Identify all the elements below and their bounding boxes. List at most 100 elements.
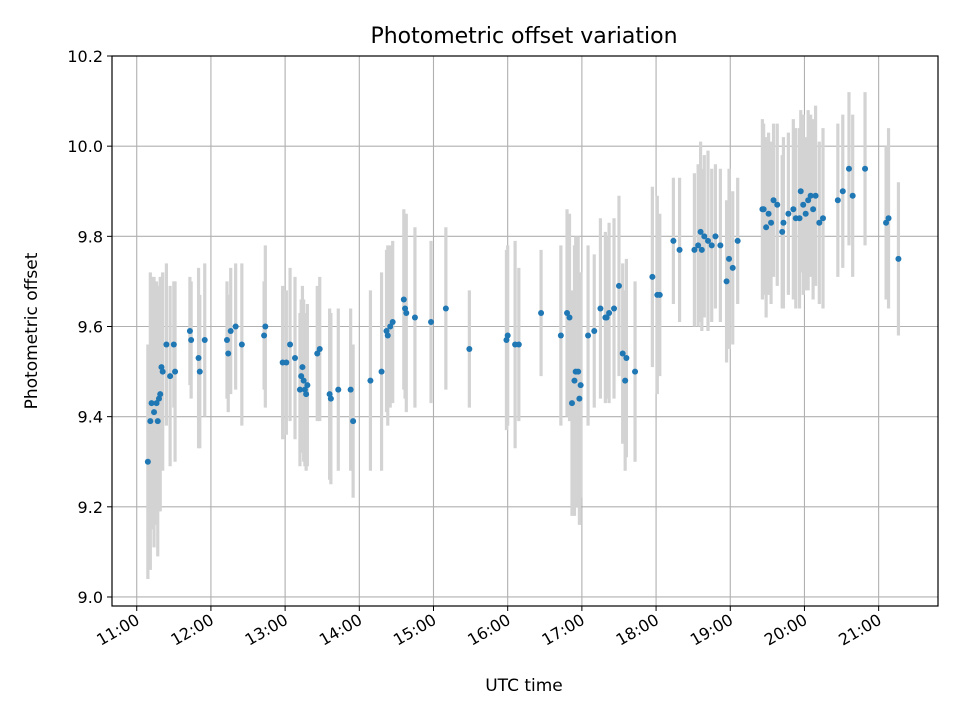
data-point — [575, 368, 582, 375]
data-point — [170, 341, 177, 348]
y-tick-label: 9.0 — [78, 588, 103, 607]
data-point — [238, 341, 245, 348]
data-point — [538, 309, 545, 316]
data-point — [223, 337, 230, 344]
data-point — [201, 337, 208, 344]
data-point — [367, 377, 374, 384]
y-tick-label: 9.2 — [78, 498, 103, 517]
x-tick-label: 12:00 — [167, 610, 216, 650]
data-point — [796, 215, 803, 222]
data-point — [144, 458, 151, 465]
data-point — [800, 201, 807, 208]
data-point — [622, 377, 629, 384]
data-point — [765, 210, 772, 217]
data-point — [717, 242, 724, 249]
data-point — [153, 400, 160, 407]
data-point — [157, 391, 164, 398]
data-point — [557, 332, 564, 339]
x-tick-label: 16:00 — [464, 610, 513, 650]
data-point — [314, 350, 321, 357]
x-tick-label: 17:00 — [538, 610, 587, 650]
data-point — [785, 210, 792, 217]
data-point — [712, 233, 719, 240]
error-bars — [146, 92, 901, 579]
data-point — [167, 373, 174, 380]
data-point — [299, 364, 306, 371]
data-point — [698, 246, 705, 253]
data-point — [862, 165, 869, 172]
x-tick-label: 15:00 — [390, 610, 439, 650]
data-point — [283, 359, 290, 366]
data-point — [606, 309, 613, 316]
y-tick-label: 9.6 — [78, 317, 103, 336]
data-point — [790, 206, 797, 213]
data-point — [304, 382, 311, 389]
x-tick-label: 13:00 — [242, 610, 291, 650]
data-point — [577, 382, 584, 389]
data-point — [807, 192, 814, 199]
data-point — [695, 242, 702, 249]
data-point — [163, 341, 170, 348]
data-point — [158, 364, 165, 371]
data-point — [676, 246, 683, 253]
data-point — [797, 188, 804, 195]
data-point — [571, 377, 578, 384]
data-point — [619, 350, 626, 357]
y-tick-label: 10.0 — [67, 137, 103, 156]
data-point — [615, 282, 622, 289]
data-point — [816, 219, 823, 226]
data-point — [195, 355, 202, 362]
data-point — [585, 332, 592, 339]
data-point — [186, 328, 193, 334]
data-point — [196, 368, 203, 375]
x-tick-label: 21:00 — [835, 610, 884, 650]
data-point — [148, 400, 155, 407]
data-point — [576, 395, 583, 402]
data-point — [428, 318, 435, 325]
data-point — [611, 305, 618, 312]
data-point — [820, 215, 827, 222]
y-tick-label: 9.8 — [78, 227, 103, 246]
data-point — [172, 368, 179, 375]
data-point — [649, 273, 656, 280]
data-point — [591, 328, 598, 334]
data-point — [350, 418, 357, 425]
data-point — [411, 314, 418, 321]
data-point — [296, 386, 303, 393]
data-point — [327, 395, 334, 402]
data-point — [378, 368, 385, 375]
chart-title: Photometric offset variation — [370, 24, 677, 49]
data-point — [670, 237, 677, 244]
data-point — [503, 337, 510, 344]
data-point — [159, 368, 166, 375]
data-point — [597, 305, 604, 312]
data-point — [387, 323, 394, 330]
data-point — [227, 328, 234, 334]
data-point — [774, 201, 781, 208]
data-point — [564, 309, 571, 316]
data-point — [301, 386, 308, 393]
data-point — [697, 228, 704, 235]
data-point — [810, 206, 817, 213]
data-point — [515, 341, 522, 348]
data-point — [723, 278, 730, 285]
data-point — [568, 400, 575, 407]
data-point — [802, 210, 809, 217]
data-point — [151, 409, 158, 416]
data-point — [779, 228, 786, 235]
data-point — [335, 386, 342, 393]
data-point — [705, 237, 712, 244]
y-axis: 9.0 9.2 9.4 9.6 9.8 10.0 10.2 — [67, 47, 112, 607]
data-point — [603, 314, 610, 321]
data-point — [403, 309, 410, 316]
x-axis: 11:00 12:00 13:00 14:00 15:00 16:00 17:00 18:00… — [93, 606, 885, 650]
data-point — [383, 328, 390, 334]
data-point — [147, 418, 154, 425]
y-tick-label: 10.2 — [67, 47, 103, 66]
x-tick-label: 20:00 — [761, 610, 810, 650]
data-point — [632, 368, 639, 375]
data-point — [845, 165, 852, 172]
data-point — [384, 332, 391, 339]
data-point — [347, 386, 354, 393]
